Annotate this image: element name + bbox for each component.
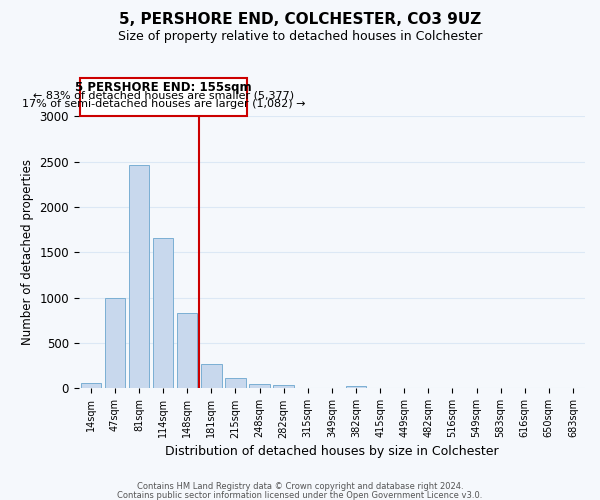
- Bar: [104, 298, 125, 388]
- Text: 5 PERSHORE END: 155sqm: 5 PERSHORE END: 155sqm: [76, 81, 252, 94]
- Text: Contains public sector information licensed under the Open Government Licence v3: Contains public sector information licen…: [118, 490, 482, 500]
- Y-axis label: Number of detached properties: Number of detached properties: [21, 160, 34, 346]
- X-axis label: Distribution of detached houses by size in Colchester: Distribution of detached houses by size …: [165, 444, 499, 458]
- Bar: [129, 166, 149, 388]
- Bar: [80, 384, 101, 388]
- Text: Size of property relative to detached houses in Colchester: Size of property relative to detached ho…: [118, 30, 482, 43]
- Bar: [177, 312, 197, 388]
- Bar: [225, 378, 245, 388]
- Bar: [274, 386, 294, 388]
- Text: 17% of semi-detached houses are larger (1,082) →: 17% of semi-detached houses are larger (…: [22, 99, 305, 109]
- FancyBboxPatch shape: [80, 78, 247, 116]
- Bar: [249, 384, 270, 388]
- Bar: [346, 386, 366, 388]
- Bar: [201, 364, 221, 388]
- Text: 5, PERSHORE END, COLCHESTER, CO3 9UZ: 5, PERSHORE END, COLCHESTER, CO3 9UZ: [119, 12, 481, 28]
- Bar: [153, 238, 173, 388]
- Text: ← 83% of detached houses are smaller (5,377): ← 83% of detached houses are smaller (5,…: [33, 90, 294, 100]
- Text: Contains HM Land Registry data © Crown copyright and database right 2024.: Contains HM Land Registry data © Crown c…: [137, 482, 463, 491]
